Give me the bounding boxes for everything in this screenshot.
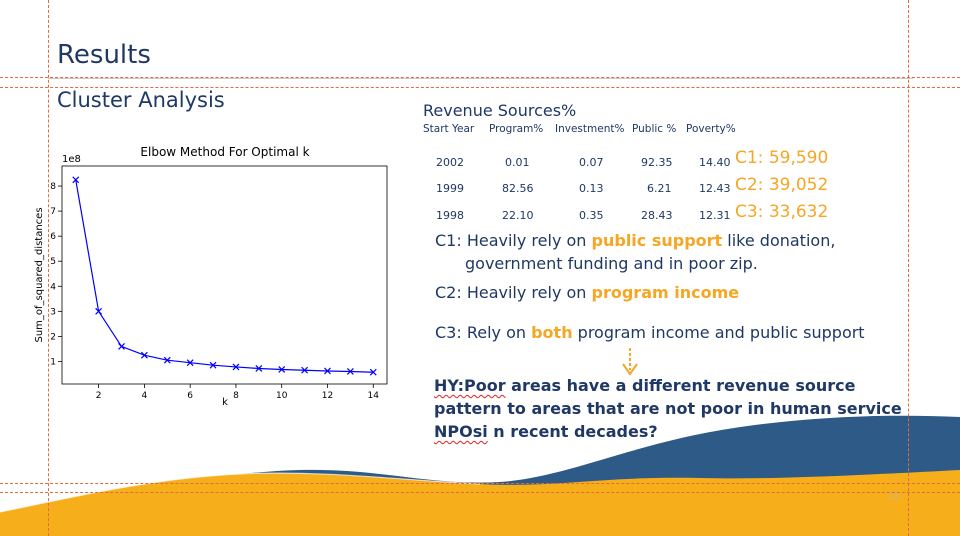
data-point-marker <box>118 342 125 350</box>
c1-text-end: like donation, <box>722 231 836 250</box>
chart-y-ticks: 1 2 3 4 5 6 7 8 <box>50 182 62 367</box>
table-cell: 1998 <box>436 209 464 222</box>
guide-line <box>0 87 960 88</box>
y-tick-label: 5 <box>50 257 56 267</box>
guide-line <box>0 483 960 484</box>
cluster-count: C3: 33,632 <box>735 202 829 222</box>
chart-plot-area <box>61 165 388 385</box>
chart-y-label: Sum_of_squared_distances <box>34 207 45 342</box>
data-point-marker <box>324 367 331 375</box>
header-public: Public % <box>632 123 677 135</box>
cluster-count: C2: 39,052 <box>735 175 829 195</box>
c3-description: C3: Rely on both program income and publ… <box>435 323 865 342</box>
table-cell: 12.31 <box>699 209 731 222</box>
header-program: Program% <box>489 123 544 135</box>
header-start-year: Start Year <box>423 123 475 135</box>
c1-description-line2: government funding and in poor zip. <box>465 254 758 273</box>
data-point-marker <box>369 368 377 376</box>
data-point-marker <box>72 176 80 184</box>
y-tick-label: 2 <box>50 332 56 342</box>
guide-line <box>0 492 960 493</box>
cluster-count: C1: 59,590 <box>735 148 829 168</box>
c2-highlight: program income <box>591 283 740 302</box>
table-cell: 0.01 <box>505 156 530 169</box>
down-arrow-icon <box>622 348 638 376</box>
x-tick-label: 8 <box>233 391 239 401</box>
slide-title: Results <box>57 40 151 70</box>
table-cell: 12.43 <box>699 182 731 195</box>
table-cell: 0.35 <box>579 209 604 222</box>
data-point-marker <box>95 307 103 315</box>
data-point-marker <box>209 361 217 369</box>
title-divider <box>48 78 913 79</box>
hypothesis-line2: pattern to areas that are not poor in hu… <box>434 399 902 418</box>
c1-description: C1: Heavily rely on public support like … <box>435 231 835 250</box>
table-cell: 0.13 <box>579 182 604 195</box>
elbow-chart: Elbow Method For Optimal k 1e8 2 4 6 8 10 12 1… <box>34 145 388 408</box>
c1-text: C1: Heavily rely on <box>435 231 592 250</box>
revenue-title: Revenue Sources% <box>423 101 577 120</box>
hypothesis-line1: HY:Poor areas have a different revenue s… <box>434 374 902 397</box>
guide-line <box>48 0 49 536</box>
c2-text: C2: Heavily rely on <box>435 283 592 302</box>
y-tick-label: 6 <box>50 232 56 242</box>
page-number: 13 <box>888 492 899 501</box>
x-tick-label: 2 <box>96 391 102 401</box>
chart-y-multiplier: 1e8 <box>62 154 81 165</box>
c2-description: C2: Heavily rely on program income <box>435 283 739 302</box>
hypothesis: HY:Poor areas have a different revenue s… <box>434 374 902 443</box>
chart-series-line <box>75 179 374 373</box>
c3-highlight: both <box>531 323 573 342</box>
c3-text-end: program income and public support <box>572 323 865 342</box>
y-tick-label: 1 <box>50 357 56 367</box>
data-point-marker <box>278 366 286 373</box>
x-tick-label: 12 <box>322 391 333 401</box>
table-cell: 14.40 <box>699 156 731 169</box>
table-cell: 2002 <box>436 156 464 169</box>
table-cell: 28.43 <box>641 209 673 222</box>
header-investment: Investment% <box>555 123 625 135</box>
hypothesis-text: areas have a different revenue source <box>505 376 856 395</box>
slide-subtitle: Cluster Analysis <box>57 88 225 112</box>
data-point-marker <box>163 356 171 364</box>
table-cell: 82.56 <box>502 182 534 195</box>
hypothesis-line3: NPOsi n recent decades? <box>434 420 902 443</box>
y-tick-label: 7 <box>50 207 56 217</box>
data-point-marker <box>301 366 309 374</box>
table-cell: 22.10 <box>502 209 534 222</box>
data-point-marker <box>186 359 194 367</box>
hypothesis-text: n recent decades? <box>487 422 658 441</box>
x-tick-label: 4 <box>142 391 148 401</box>
chart-x-label: k <box>222 397 228 408</box>
table-cell: 92.35 <box>641 156 673 169</box>
table-cell: 0.07 <box>579 156 604 169</box>
table-cell: 6.21 <box>647 182 672 195</box>
x-tick-label: 6 <box>187 391 193 401</box>
guide-line <box>908 0 909 536</box>
table-cell: 1999 <box>436 182 464 195</box>
data-point-marker <box>346 368 354 375</box>
chart-x-ticks: 2 4 6 8 10 12 14 <box>96 384 380 401</box>
y-tick-label: 4 <box>50 282 56 292</box>
y-tick-label: 3 <box>50 307 56 317</box>
data-point-marker <box>232 363 240 371</box>
x-tick-label: 14 <box>368 391 380 401</box>
header-poverty: Poverty% <box>686 123 736 135</box>
chart-markers <box>72 176 377 376</box>
guide-line <box>0 77 960 78</box>
hypothesis-word: NPOsi <box>434 422 488 441</box>
c3-text: C3: Rely on <box>435 323 532 342</box>
c1-highlight: public support <box>591 231 723 250</box>
chart-title: Elbow Method For Optimal k <box>140 145 309 159</box>
hypothesis-word: HY:Poor <box>434 376 506 395</box>
data-point-marker <box>140 351 148 359</box>
y-tick-label: 8 <box>50 182 56 192</box>
data-point-marker <box>255 365 263 372</box>
x-tick-label: 10 <box>276 391 288 401</box>
